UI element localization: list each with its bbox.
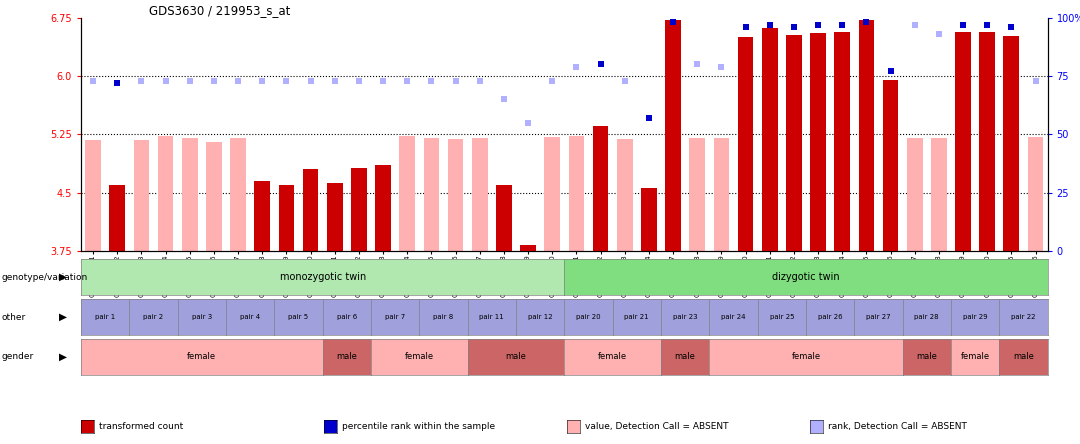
Bar [689,138,705,251]
Bar [642,188,657,251]
Bar [1028,138,1043,251]
Bar [980,32,995,251]
Text: ▶: ▶ [58,272,67,282]
Text: male: male [1013,353,1034,361]
Text: pair 3: pair 3 [192,314,212,320]
Text: pair 28: pair 28 [915,314,940,320]
Bar [375,166,391,251]
Text: pair 6: pair 6 [337,314,356,320]
Text: pair 27: pair 27 [866,314,891,320]
Bar [448,139,463,251]
Bar [665,20,680,251]
Text: pair 8: pair 8 [433,314,454,320]
Bar [181,138,198,251]
Bar [714,138,729,251]
Bar [279,185,294,251]
Bar [302,169,319,251]
Bar [1003,36,1020,251]
Text: female: female [960,353,989,361]
Text: pair 29: pair 29 [962,314,987,320]
Bar [617,139,633,251]
Text: monozygotic twin: monozygotic twin [280,272,366,282]
Bar [400,136,415,251]
Bar [327,183,342,251]
Bar [423,138,440,251]
Bar [882,80,899,251]
Bar [134,140,149,251]
Bar [206,142,221,251]
Bar [158,136,174,251]
Text: GDS3630 / 219953_s_at: GDS3630 / 219953_s_at [149,4,291,16]
Text: pair 24: pair 24 [721,314,745,320]
Bar [907,138,922,251]
Text: female: female [187,353,216,361]
Bar [859,20,874,251]
Text: pair 11: pair 11 [480,314,504,320]
Text: male: male [505,353,526,361]
Bar [810,32,826,251]
Bar [351,169,367,251]
Text: pair 25: pair 25 [770,314,794,320]
Bar [761,28,778,251]
Bar [786,35,801,251]
Bar [496,185,512,251]
Text: pair 5: pair 5 [288,314,309,320]
Text: pair 23: pair 23 [673,314,698,320]
Bar [255,181,270,251]
Text: female: female [405,353,434,361]
Text: pair 21: pair 21 [624,314,649,320]
Bar [472,138,487,251]
Text: pair 12: pair 12 [528,314,553,320]
Bar [85,140,100,251]
Text: ▶: ▶ [58,352,67,362]
Bar [109,185,125,251]
Bar [955,32,971,251]
Bar [230,138,246,251]
Text: male: male [336,353,357,361]
Bar [593,126,608,251]
Text: percentile rank within the sample: percentile rank within the sample [342,422,496,431]
Text: genotype/variation: genotype/variation [1,273,87,281]
Text: pair 2: pair 2 [144,314,163,320]
Bar [738,37,754,251]
Bar [835,32,850,251]
Bar [931,138,947,251]
Text: female: female [792,353,821,361]
Text: pair 1: pair 1 [95,314,116,320]
Text: dizygotic twin: dizygotic twin [772,272,840,282]
Text: pair 4: pair 4 [240,314,260,320]
Text: ▶: ▶ [58,312,67,322]
Bar [521,246,536,251]
Text: female: female [598,353,627,361]
Bar [568,136,584,251]
Text: gender: gender [1,353,33,361]
Text: value, Detection Call = ABSENT: value, Detection Call = ABSENT [585,422,729,431]
Text: transformed count: transformed count [99,422,184,431]
Text: pair 22: pair 22 [1011,314,1036,320]
Bar [544,137,561,251]
Text: pair 26: pair 26 [818,314,842,320]
Text: rank, Detection Call = ABSENT: rank, Detection Call = ABSENT [828,422,968,431]
Text: male: male [675,353,696,361]
Text: male: male [916,353,937,361]
Text: pair 7: pair 7 [386,314,405,320]
Text: pair 20: pair 20 [576,314,600,320]
Text: other: other [1,313,25,321]
